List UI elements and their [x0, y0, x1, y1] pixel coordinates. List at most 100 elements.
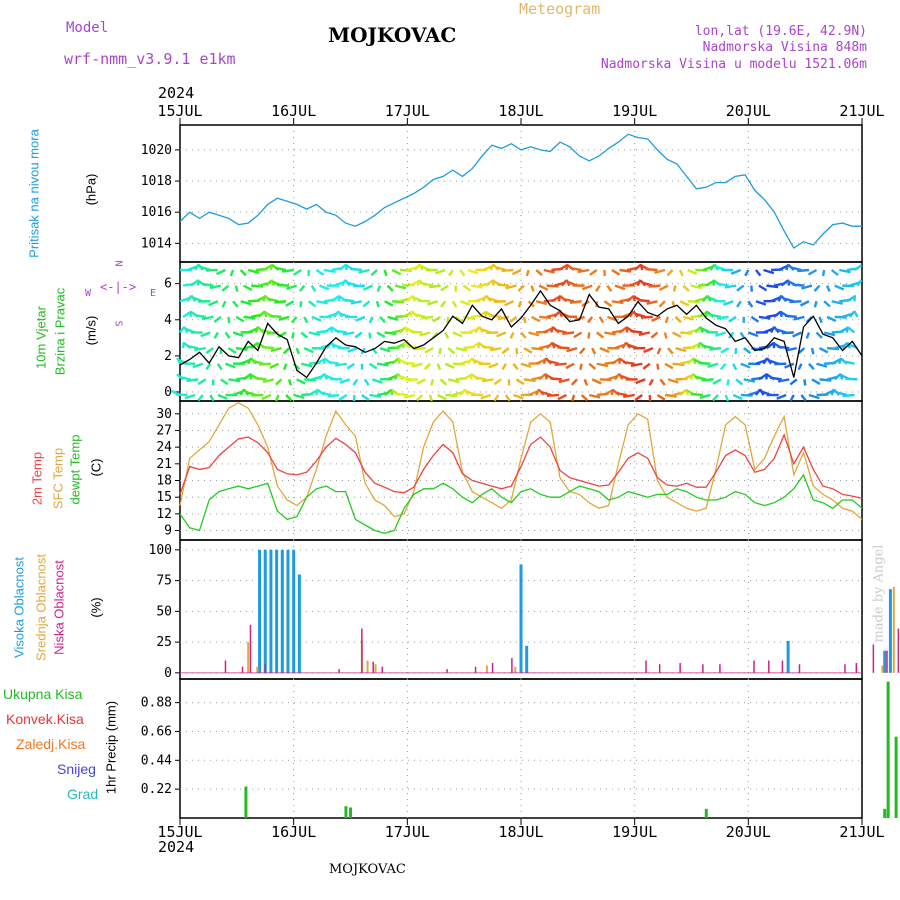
wind-barb [391, 357, 400, 365]
wind-barb [630, 362, 643, 367]
wind-barb [603, 389, 613, 397]
wind-barb [690, 342, 700, 350]
compass-n: N [112, 260, 124, 267]
wind-y-tick-label: 0 [164, 385, 172, 400]
precip-y-tick-label: 0.22 [141, 782, 172, 797]
wind-barb [800, 394, 807, 402]
wind-barb [588, 362, 597, 370]
wind-barb [823, 300, 831, 308]
wind-barb [509, 315, 518, 323]
wind-barb [603, 300, 613, 308]
wind-barb [501, 268, 514, 272]
wind-barb [445, 393, 458, 397]
wind-barb [694, 326, 702, 334]
wind-barb [293, 268, 302, 276]
wind-barb [557, 295, 562, 302]
cloud-bar [514, 666, 517, 673]
sfc-temp-line [179, 401, 863, 520]
wind-barb [838, 327, 848, 334]
legend-ukupna-kisa: Ukupna Kisa [3, 686, 83, 702]
x-tick-label-bottom: 16JUL [271, 823, 316, 841]
wind-barb [504, 394, 511, 402]
wind-barb [416, 279, 421, 286]
wind-barb [763, 268, 775, 275]
wind-barb [769, 376, 782, 381]
wind-barb [682, 315, 695, 321]
wind-barb [847, 326, 856, 334]
wind-barb [835, 391, 848, 397]
wind-barb [530, 285, 535, 292]
wind-barb [372, 378, 383, 384]
compass-w: W [85, 288, 92, 299]
wind-barb [330, 295, 340, 303]
wind-barb [205, 363, 212, 371]
wind-barb [838, 357, 843, 365]
wind-barb [392, 300, 405, 304]
wind-barb [701, 378, 714, 382]
cloud-bar [525, 645, 529, 673]
wind-barb [269, 263, 274, 271]
wind-barb [227, 347, 237, 354]
wind-barb [293, 393, 305, 399]
wind-barb [308, 331, 321, 336]
wind-barb [823, 389, 834, 397]
wind-barb [501, 363, 507, 371]
wind-barb [525, 269, 530, 277]
wind-barb [777, 378, 790, 383]
wind-barb [482, 378, 494, 383]
wind-barb [304, 378, 317, 382]
wind-barb [205, 347, 214, 354]
wind-barb [834, 284, 845, 291]
legend-konvek-kisa: Konvek.Kisa [6, 711, 84, 727]
wind-barb [342, 298, 355, 303]
wind-barb [799, 300, 810, 307]
cloud-bar [247, 642, 250, 673]
wind-barb [583, 378, 589, 386]
wind-label-2: Brzina i Pravac [52, 287, 68, 376]
wind-barb [411, 362, 423, 368]
cloud-bar [249, 624, 252, 673]
wind-barb [358, 268, 370, 274]
wind-barb [667, 347, 674, 355]
wind-barb [369, 393, 382, 398]
wind-barb [352, 378, 359, 386]
wind-barb [269, 314, 282, 319]
wind-barb [580, 394, 589, 402]
wind-barb [797, 363, 803, 371]
wind-barb [182, 311, 192, 318]
wind-barb [338, 264, 347, 271]
wind-barb [765, 342, 775, 350]
wind-barb [232, 331, 244, 337]
wind-barb [815, 331, 823, 339]
cloud-bar [474, 666, 477, 673]
wind-barb [269, 362, 280, 369]
wind-barb [459, 300, 471, 306]
wind-barb [596, 362, 609, 368]
wind-barb [395, 392, 408, 397]
wind-barb [509, 331, 515, 339]
cloud-bar [702, 664, 704, 673]
wind-barb [379, 346, 391, 353]
precip-unit: 1hr Precip (mm) [103, 700, 119, 795]
wind-barb [254, 376, 267, 381]
wind-barb [610, 388, 614, 396]
wind-barb [709, 346, 722, 351]
wind-barb [730, 268, 742, 275]
wind-barb [803, 379, 807, 386]
wind-barb [221, 300, 227, 308]
wind-barb [363, 378, 370, 386]
station-title: MOJKOVAC [328, 23, 457, 47]
wind-barb [224, 331, 231, 339]
wind-barb [566, 346, 578, 353]
wind-barb [327, 393, 340, 398]
precip-y-tick-label: 0.66 [141, 724, 172, 739]
wind-barb [315, 388, 319, 396]
wind-barb [432, 315, 442, 323]
wind-barb [216, 268, 226, 276]
pressure-unit: (hPa) [83, 173, 99, 206]
wind-barb [643, 347, 654, 354]
wind-barb [257, 310, 266, 318]
wind-barb [493, 394, 500, 402]
wind-barb [596, 331, 605, 339]
wind-barb [744, 269, 750, 277]
